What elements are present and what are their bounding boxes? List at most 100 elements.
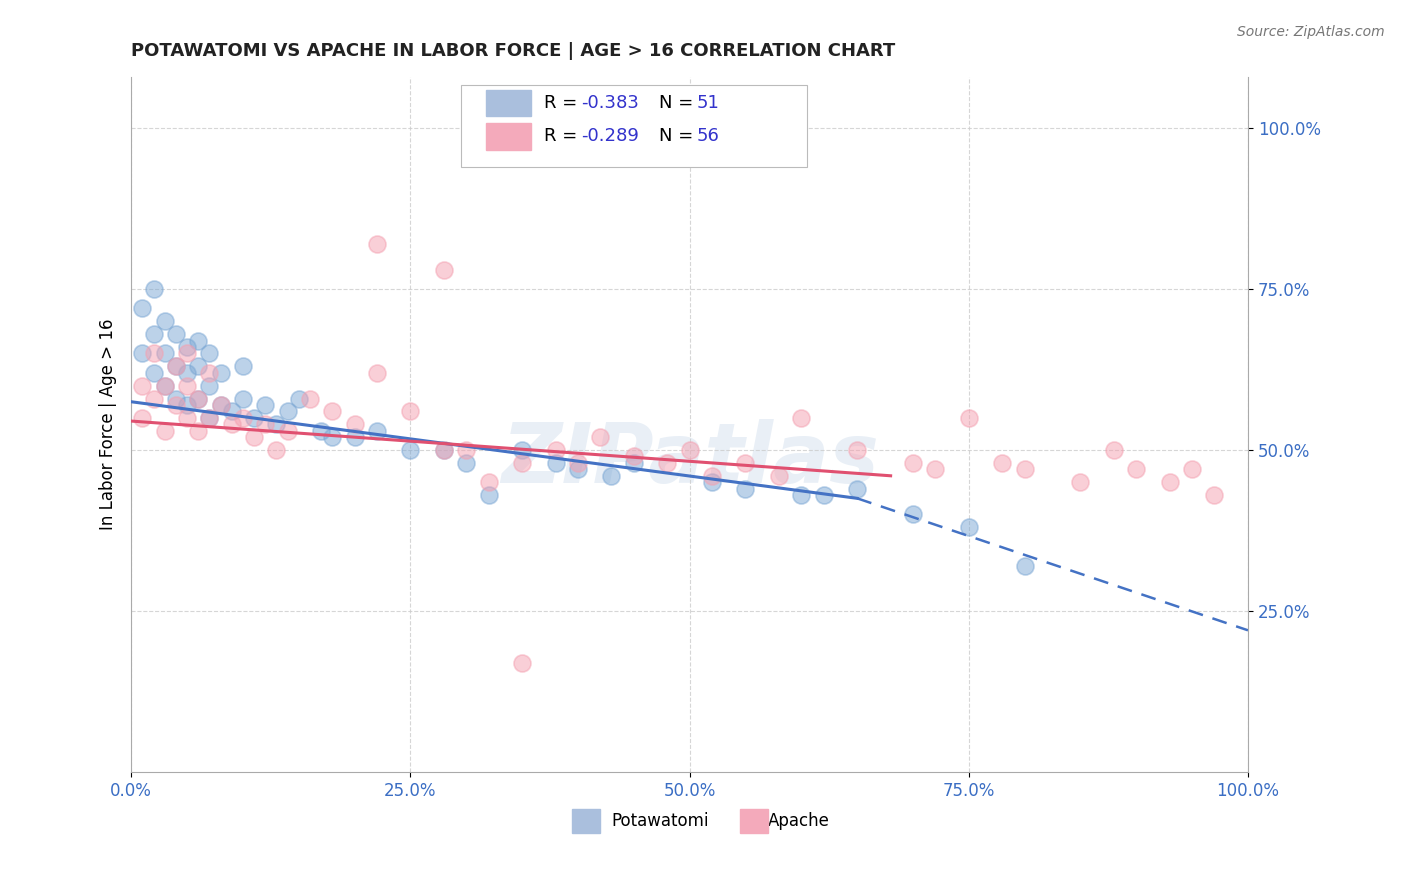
Point — [1102, 443, 1125, 458]
Point — [924, 462, 946, 476]
Point — [176, 398, 198, 412]
Text: R =: R = — [544, 128, 583, 145]
FancyBboxPatch shape — [740, 809, 768, 833]
Point — [846, 482, 869, 496]
Point — [510, 456, 533, 470]
Point — [142, 366, 165, 380]
Text: Potawatomi: Potawatomi — [612, 812, 709, 830]
Point — [901, 456, 924, 470]
Point — [131, 410, 153, 425]
Point — [131, 346, 153, 360]
Point — [846, 443, 869, 458]
Point — [589, 430, 612, 444]
Point — [142, 282, 165, 296]
Point — [309, 424, 332, 438]
Point — [266, 443, 288, 458]
Point — [567, 462, 589, 476]
Point — [1014, 462, 1036, 476]
Text: ZIPatlas: ZIPatlas — [501, 418, 879, 500]
Point — [790, 410, 813, 425]
Point — [456, 456, 478, 470]
Point — [198, 366, 221, 380]
Point — [142, 346, 165, 360]
Point — [277, 404, 299, 418]
Point — [678, 443, 700, 458]
Point — [176, 340, 198, 354]
Point — [957, 520, 980, 534]
Point — [131, 378, 153, 392]
Point — [623, 450, 645, 464]
Point — [298, 392, 321, 406]
Point — [165, 359, 187, 374]
Point — [153, 378, 176, 392]
Point — [153, 346, 176, 360]
Point — [321, 430, 343, 444]
Point — [198, 410, 221, 425]
Point — [287, 392, 309, 406]
Point — [254, 417, 277, 432]
Point — [544, 456, 567, 470]
Point — [957, 410, 980, 425]
Point — [700, 468, 723, 483]
Point — [544, 443, 567, 458]
Point — [1014, 558, 1036, 573]
Point — [734, 482, 756, 496]
Text: R =: R = — [544, 94, 583, 112]
Point — [176, 410, 198, 425]
FancyBboxPatch shape — [486, 123, 531, 150]
Point — [366, 366, 388, 380]
Point — [142, 327, 165, 342]
Point — [433, 443, 456, 458]
Point — [165, 392, 187, 406]
Point — [153, 424, 176, 438]
Point — [600, 468, 623, 483]
Point — [187, 392, 209, 406]
FancyBboxPatch shape — [486, 90, 531, 116]
Text: N =: N = — [659, 94, 699, 112]
Point — [198, 378, 221, 392]
Point — [221, 417, 243, 432]
Text: POTAWATOMI VS APACHE IN LABOR FORCE | AGE > 16 CORRELATION CHART: POTAWATOMI VS APACHE IN LABOR FORCE | AG… — [131, 42, 896, 60]
FancyBboxPatch shape — [572, 809, 600, 833]
Y-axis label: In Labor Force | Age > 16: In Labor Force | Age > 16 — [100, 318, 117, 530]
Point — [734, 456, 756, 470]
Point — [243, 430, 266, 444]
Point — [343, 417, 366, 432]
Point — [232, 359, 254, 374]
Text: -0.289: -0.289 — [581, 128, 640, 145]
FancyBboxPatch shape — [461, 85, 807, 167]
Point — [399, 404, 422, 418]
Point — [165, 398, 187, 412]
Point — [1069, 475, 1091, 490]
Point — [153, 314, 176, 328]
Point — [343, 430, 366, 444]
Point — [209, 398, 232, 412]
Point — [1204, 488, 1226, 502]
Point — [232, 410, 254, 425]
Point — [277, 424, 299, 438]
Point — [623, 456, 645, 470]
Point — [433, 443, 456, 458]
Point — [1181, 462, 1204, 476]
Point — [478, 475, 501, 490]
Text: 51: 51 — [696, 94, 720, 112]
Point — [153, 378, 176, 392]
Point — [510, 443, 533, 458]
Point — [790, 488, 813, 502]
Point — [142, 392, 165, 406]
Point — [510, 656, 533, 670]
Point — [366, 424, 388, 438]
Point — [165, 359, 187, 374]
Point — [176, 366, 198, 380]
Point — [187, 392, 209, 406]
Point — [232, 392, 254, 406]
Point — [198, 410, 221, 425]
Text: -0.383: -0.383 — [581, 94, 640, 112]
Point — [1159, 475, 1181, 490]
Text: Source: ZipAtlas.com: Source: ZipAtlas.com — [1237, 25, 1385, 39]
Point — [813, 488, 835, 502]
Point — [209, 398, 232, 412]
Point — [221, 404, 243, 418]
Point — [131, 301, 153, 316]
Point — [321, 404, 343, 418]
